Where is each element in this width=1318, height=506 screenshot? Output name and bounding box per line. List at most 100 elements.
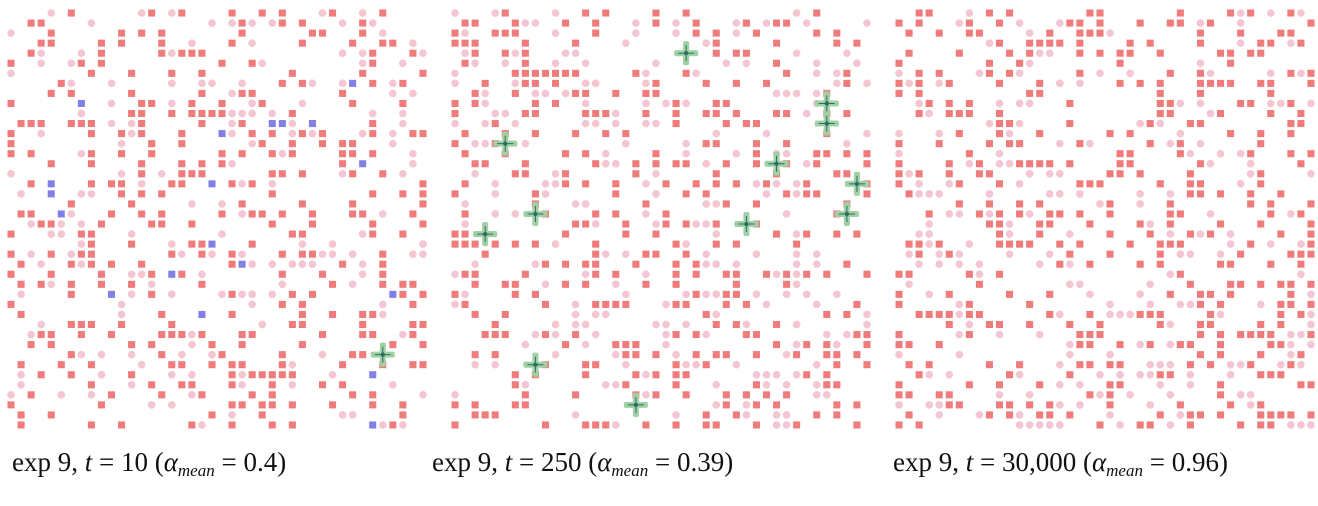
red-tile xyxy=(1136,260,1144,268)
red-tile xyxy=(67,260,75,268)
pink-token xyxy=(378,29,387,37)
red-tile xyxy=(732,180,740,188)
pink-token xyxy=(27,330,35,339)
pink-token xyxy=(712,380,721,389)
red-tile xyxy=(1257,39,1265,47)
pink-token xyxy=(1116,370,1124,379)
pink-token xyxy=(268,19,277,27)
red-tile xyxy=(17,310,25,318)
pink-token xyxy=(581,270,590,279)
pink-token xyxy=(37,129,45,138)
red-tile xyxy=(17,210,25,218)
pink-token xyxy=(338,19,347,27)
red-tile xyxy=(1196,79,1204,87)
red-tile xyxy=(1036,220,1044,228)
pink-token xyxy=(732,149,741,158)
red-tile xyxy=(905,270,913,278)
pink-token xyxy=(863,320,871,329)
red-tile xyxy=(722,401,730,409)
caption-t-symbol: t xyxy=(965,447,974,477)
pink-token xyxy=(67,79,76,88)
pink-token xyxy=(77,350,86,359)
red-tile xyxy=(1287,280,1295,288)
red-tile xyxy=(218,99,226,107)
red-tile xyxy=(843,170,851,178)
red-tile xyxy=(77,230,85,238)
pink-token xyxy=(1055,380,1064,389)
pink-token xyxy=(348,280,357,289)
pink-token xyxy=(682,240,690,248)
red-tile xyxy=(1307,19,1315,27)
red-tile xyxy=(268,381,276,389)
red-tile xyxy=(1136,19,1144,27)
red-tile xyxy=(945,160,953,168)
pink-token xyxy=(248,109,256,118)
red-tile xyxy=(1096,331,1104,339)
red-tile xyxy=(198,69,206,77)
red-tile xyxy=(1076,29,1084,37)
red-tile xyxy=(1086,29,1094,37)
red-tile xyxy=(1196,290,1204,298)
pink-token xyxy=(167,290,176,299)
red-tile xyxy=(905,361,913,369)
red-tile xyxy=(592,19,600,27)
red-tile xyxy=(672,361,680,369)
pink-token xyxy=(117,139,126,148)
pink-token xyxy=(935,260,944,269)
pink-token xyxy=(127,350,136,359)
red-tile xyxy=(248,391,256,399)
pink-token xyxy=(925,109,933,118)
red-tile xyxy=(562,180,570,188)
red-tile xyxy=(148,341,156,349)
red-tile xyxy=(1257,140,1265,148)
red-tile xyxy=(995,320,1004,329)
pink-token xyxy=(47,230,56,238)
pink-token xyxy=(642,180,650,188)
red-tile xyxy=(248,59,256,67)
pink-token xyxy=(1166,391,1175,399)
red-tile xyxy=(863,160,871,168)
red-tile xyxy=(682,300,690,308)
red-tile xyxy=(1046,310,1054,318)
red-tile xyxy=(1277,29,1285,37)
pink-token xyxy=(127,290,136,299)
red-tile xyxy=(582,109,590,118)
red-tile xyxy=(803,190,811,198)
red-tile xyxy=(702,109,710,118)
blue-tile xyxy=(77,99,85,107)
red-tile xyxy=(298,130,306,138)
red-tile xyxy=(339,260,347,268)
red-tile xyxy=(288,290,296,298)
red-tile xyxy=(1257,351,1265,359)
red-tile xyxy=(945,320,953,329)
red-tile xyxy=(1076,39,1084,47)
red-tile xyxy=(1267,371,1275,379)
red-tile xyxy=(288,320,296,329)
red-tile xyxy=(1196,160,1204,168)
pink-token xyxy=(742,59,751,68)
red-tile xyxy=(722,300,730,308)
red-tile xyxy=(349,170,357,178)
red-tile xyxy=(359,210,367,218)
red-tile xyxy=(118,320,126,329)
red-tile xyxy=(1186,280,1194,288)
pink-token xyxy=(642,79,650,88)
pink-token xyxy=(843,330,851,339)
pink-token xyxy=(1166,270,1175,279)
red-tile xyxy=(955,109,963,118)
red-tile xyxy=(471,19,479,27)
pink-token xyxy=(1196,59,1205,68)
red-tile xyxy=(409,49,417,57)
red-tile xyxy=(47,341,55,349)
red-tile xyxy=(915,250,923,258)
red-tile xyxy=(995,180,1004,188)
red-tile xyxy=(1297,109,1305,118)
red-tile xyxy=(17,361,25,369)
pink-token xyxy=(358,260,367,269)
red-tile xyxy=(471,99,479,107)
red-tile xyxy=(7,99,15,107)
pink-token xyxy=(905,280,913,289)
pink-token xyxy=(481,99,489,108)
red-tile xyxy=(97,220,105,228)
red-tile xyxy=(288,421,296,429)
